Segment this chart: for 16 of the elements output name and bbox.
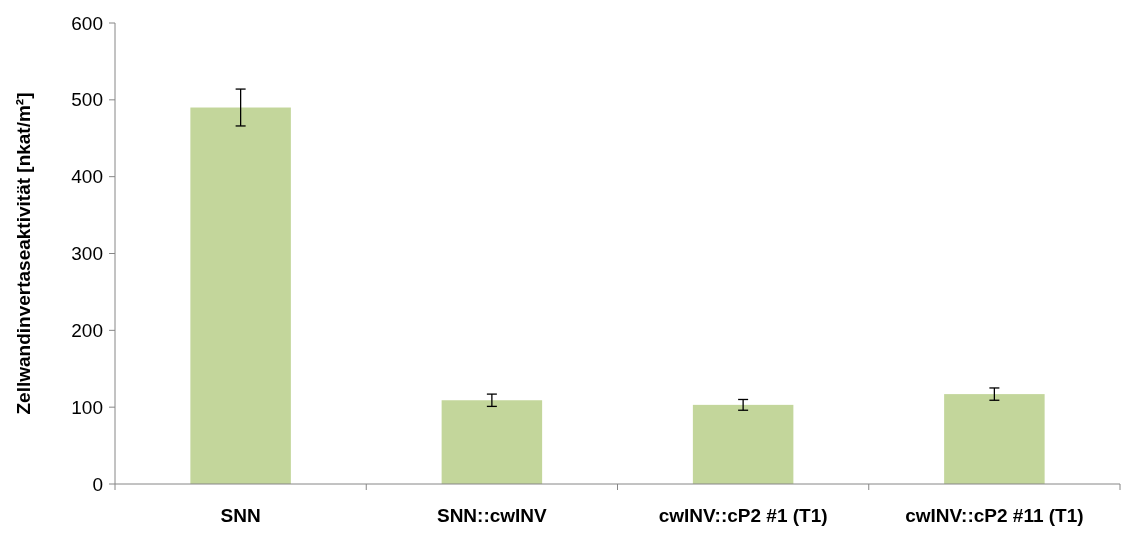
- y-tick-label: 200: [71, 319, 103, 341]
- y-tick-label: 300: [71, 243, 103, 265]
- y-axis-title: Zellwandinvertaseaktivität [nkat/m²]: [13, 92, 34, 415]
- x-tick-label: SNN: [220, 505, 261, 526]
- y-tick-label: 500: [71, 89, 103, 111]
- y-tick-label: 0: [92, 473, 103, 495]
- y-tick-label: 100: [71, 396, 103, 418]
- bar: [441, 400, 543, 484]
- y-tick-label: 400: [71, 166, 103, 188]
- bar: [190, 107, 291, 484]
- x-tick-label: cwINV::cP2 #1 (T1): [658, 505, 828, 526]
- x-tick-label: SNN::cwINV: [436, 505, 548, 526]
- bar: [944, 394, 1045, 484]
- bar: [692, 404, 794, 484]
- y-tick-label: 600: [71, 12, 103, 34]
- x-tick-label: cwINV::cP2 #11 (T1): [905, 505, 1084, 526]
